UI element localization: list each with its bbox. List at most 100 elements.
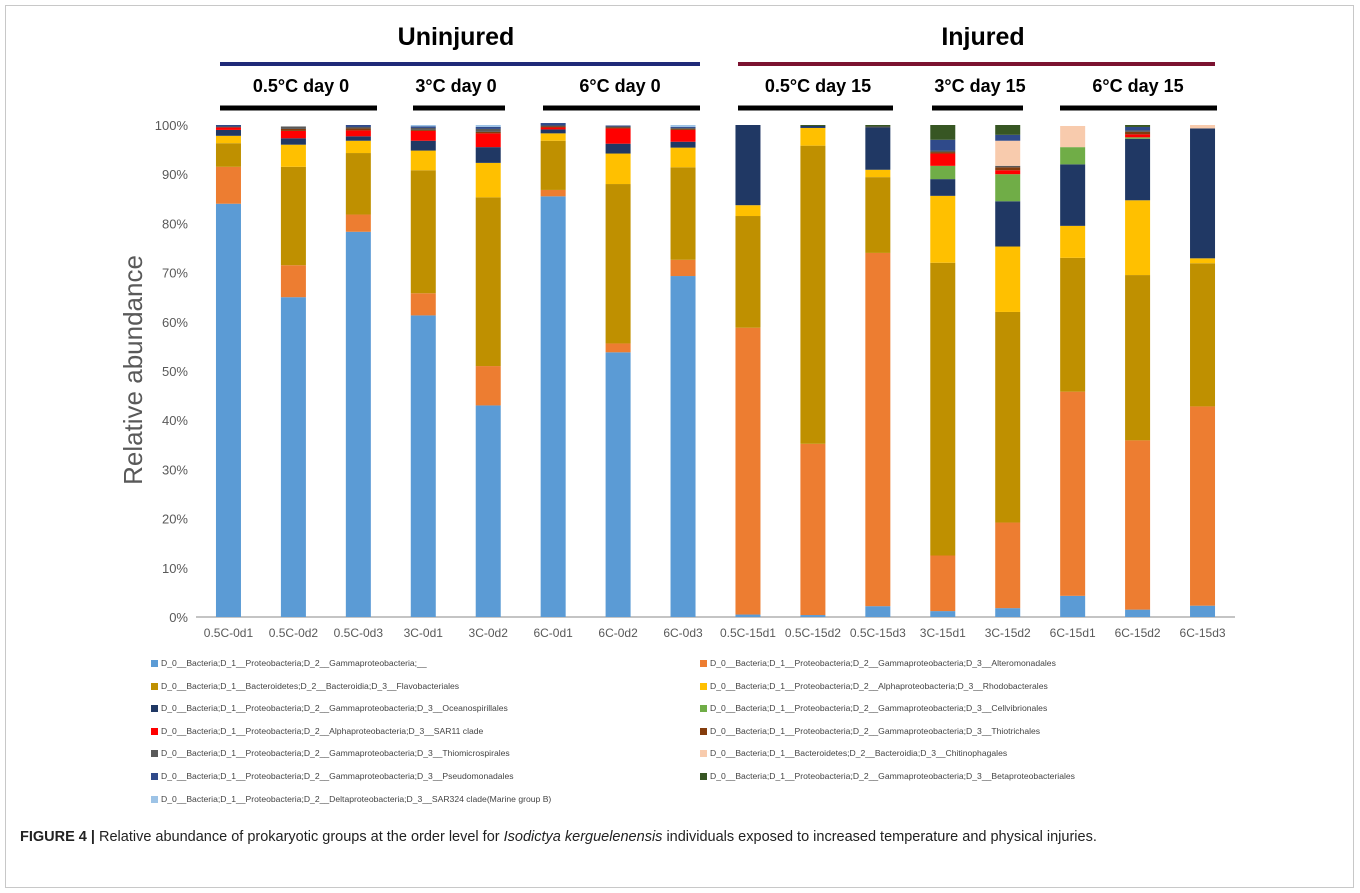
subgroup-header: 3°C day 0 <box>415 76 496 96</box>
bar-segment <box>865 169 891 178</box>
bar-segment <box>865 127 891 170</box>
legend-label: D_0__Bacteria;D_1__Proteobacteria;D_2__D… <box>161 793 552 804</box>
bar-segment <box>540 129 566 134</box>
bar-segment <box>865 606 891 617</box>
bar-segment <box>735 614 761 617</box>
x-tick-label: 3C-15d2 <box>985 626 1031 640</box>
legend-swatch <box>151 682 158 690</box>
legend-label: D_0__Bacteria;D_1__Proteobacteria;D_2__G… <box>710 725 1041 736</box>
bar-segment <box>475 131 501 134</box>
legend-swatch <box>700 773 707 780</box>
bar-segment <box>1190 605 1216 617</box>
legend-swatch <box>151 660 158 667</box>
bar-segment <box>670 276 696 617</box>
bar-segment <box>1190 263 1216 407</box>
bar-segment <box>995 311 1021 523</box>
bar-segment <box>670 141 696 148</box>
bar-segment <box>280 297 306 617</box>
x-tick-label: 0.5C-0d2 <box>269 626 319 640</box>
bar-segment <box>995 165 1021 168</box>
bar-segment <box>1125 440 1151 610</box>
bar-segment <box>670 126 696 128</box>
bar-segment <box>735 205 761 217</box>
legend-label: D_0__Bacteria;D_1__Proteobacteria;D_2__A… <box>710 680 1048 691</box>
bar-segment <box>1060 125 1086 148</box>
bar-segment <box>605 153 631 185</box>
legend-label: D_0__Bacteria;D_1__Bacteroidetes;D_2__Ba… <box>710 748 1008 759</box>
legend-label: D_0__Bacteria;D_1__Proteobacteria;D_2__G… <box>710 658 1056 668</box>
bar-segment <box>1125 131 1151 135</box>
x-tick-label: 0.5C-15d2 <box>785 626 841 640</box>
legend-label: D_0__Bacteria;D_1__Bacteroidetes;D_2__Ba… <box>161 680 460 691</box>
bar-segment <box>215 203 241 617</box>
y-tick-label: 90% <box>162 167 188 182</box>
subgroup-header: 6°C day 0 <box>579 76 660 96</box>
bar-segment <box>735 125 761 206</box>
bar-segment <box>930 139 956 151</box>
bar-segment <box>605 128 631 144</box>
bar-segment <box>345 128 371 131</box>
bar-segment <box>540 125 566 127</box>
bar-segment <box>1060 147 1086 165</box>
legend-swatch <box>700 682 707 690</box>
bar-segment <box>670 127 696 129</box>
bar-segment <box>865 125 891 127</box>
bar-segment <box>1060 391 1086 596</box>
bar-segment <box>930 165 956 180</box>
bar-segment <box>605 127 631 129</box>
x-tick-label: 6C-0d2 <box>598 626 638 640</box>
bar-segment <box>215 135 241 144</box>
legend-swatch <box>700 727 707 735</box>
bar-segment <box>930 555 956 612</box>
bar-segment <box>410 125 436 127</box>
legend-label: D_0__Bacteria;D_1__Proteobacteria;D_2__G… <box>710 703 1048 714</box>
bar-segment <box>930 153 956 166</box>
legend-item: D_0__Bacteria;D_1__Proteobacteria;D_2__A… <box>700 681 1048 691</box>
bar-segment <box>345 130 371 137</box>
x-tick-label: 0.5C-0d3 <box>334 626 384 640</box>
legend-item: D_0__Bacteria;D_1__Proteobacteria;D_2__G… <box>700 703 1047 713</box>
y-axis-label: Relative abundance <box>118 255 148 485</box>
legend-label: D_0__Bacteria;D_1__Proteobacteria;D_2__G… <box>161 658 427 668</box>
bar-segment <box>540 123 566 126</box>
bar-segment <box>475 366 501 406</box>
y-tick-label: 60% <box>162 315 188 330</box>
legend-label: D_0__Bacteria;D_1__Proteobacteria;D_2__G… <box>710 771 1075 781</box>
y-tick-label: 0% <box>169 610 188 625</box>
bar-segment <box>995 167 1021 171</box>
bar-segment <box>865 126 891 128</box>
bar-segment <box>540 140 566 190</box>
caption-text-after: individuals exposed to increased tempera… <box>662 829 1097 845</box>
legend-swatch <box>151 705 158 713</box>
bar-segment <box>605 143 631 154</box>
legend-swatch <box>700 750 707 758</box>
bar-segment <box>410 293 436 316</box>
bar-segment <box>930 195 956 263</box>
x-tick-label: 0.5C-15d1 <box>720 626 776 640</box>
bar-segment <box>1125 126 1151 131</box>
bar-segment <box>735 216 761 328</box>
bar-segment <box>995 134 1021 141</box>
legend-swatch <box>700 660 707 667</box>
legend-label: D_0__Bacteria;D_1__Proteobacteria;D_2__G… <box>161 703 508 714</box>
x-tick-label: 6C-0d3 <box>663 626 703 640</box>
bar-segment <box>215 126 241 128</box>
x-tick-label: 6C-15d3 <box>1180 626 1226 640</box>
legend-label: D_0__Bacteria;D_1__Proteobacteria;D_2__G… <box>161 771 514 781</box>
bar-segment <box>605 343 631 353</box>
bar-segment <box>280 265 306 298</box>
stacked-bar-chart: Uninjured Injured 0.5°C day 0 3°C day 0 6°C… <box>118 23 1235 640</box>
x-tick-label: 6C-15d2 <box>1115 626 1161 640</box>
bar-segment <box>475 162 501 198</box>
legend-item: D_0__Bacteria;D_1__Bacteroidetes;D_2__Ba… <box>151 681 459 691</box>
bar-segment <box>1125 138 1151 201</box>
legend-swatch <box>151 795 158 803</box>
bar-segment <box>540 189 566 197</box>
bar-segment <box>1060 225 1086 258</box>
bar-segment <box>930 125 956 140</box>
bar-segment <box>1125 137 1151 139</box>
bar-segment <box>215 125 241 127</box>
bar-segment <box>410 127 436 130</box>
subgroup-header: 3°C day 15 <box>934 76 1025 96</box>
bar-segment <box>930 611 956 617</box>
